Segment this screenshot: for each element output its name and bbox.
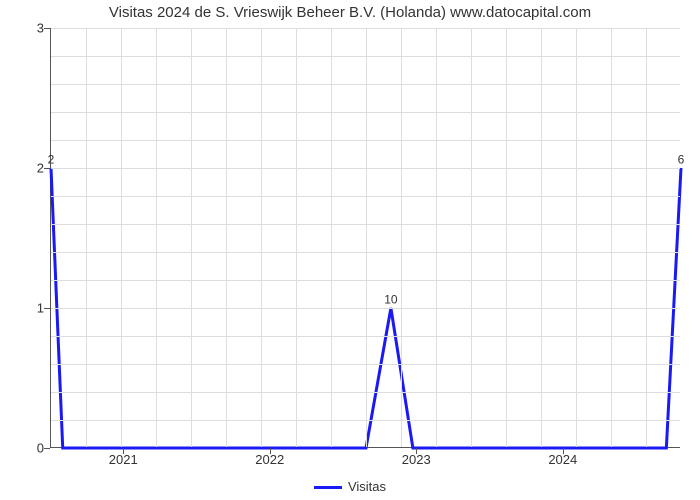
chart-container: Visitas 2024 de S. Vrieswijk Beheer B.V.… xyxy=(0,0,700,500)
grid-line-v xyxy=(156,28,157,447)
grid-line-v xyxy=(121,28,122,447)
legend: Visitas xyxy=(0,479,700,494)
y-tick xyxy=(44,168,50,169)
data-point-label: 10 xyxy=(384,293,397,307)
data-point-label: 2 xyxy=(48,153,55,167)
y-tick xyxy=(44,308,50,309)
grid-line-v xyxy=(436,28,437,447)
grid-line-v xyxy=(226,28,227,447)
y-tick-label: 0 xyxy=(4,441,44,456)
y-tick-label: 3 xyxy=(4,21,44,36)
plot-area: 2106 xyxy=(50,28,680,448)
x-tick-label: 2021 xyxy=(109,452,138,467)
y-tick xyxy=(44,28,50,29)
chart-title: Visitas 2024 de S. Vrieswijk Beheer B.V.… xyxy=(0,4,700,21)
legend-swatch xyxy=(314,486,342,489)
grid-line-v xyxy=(261,28,262,447)
x-tick-label: 2022 xyxy=(255,452,284,467)
y-tick-label: 2 xyxy=(4,161,44,176)
grid-line-v xyxy=(331,28,332,447)
x-tick-label: 2024 xyxy=(548,452,577,467)
grid-line-v xyxy=(296,28,297,447)
x-tick-label: 2023 xyxy=(402,452,431,467)
grid-line-v xyxy=(471,28,472,447)
grid-line-v xyxy=(366,28,367,447)
grid-line-v xyxy=(401,28,402,447)
grid-line-v xyxy=(506,28,507,447)
y-tick xyxy=(44,448,50,449)
legend-label: Visitas xyxy=(348,479,386,494)
grid-line-v xyxy=(541,28,542,447)
grid-line-v xyxy=(611,28,612,447)
grid-line-v xyxy=(576,28,577,447)
grid-line-v xyxy=(191,28,192,447)
data-point-label: 6 xyxy=(678,153,685,167)
y-tick-label: 1 xyxy=(4,301,44,316)
grid-line-v xyxy=(86,28,87,447)
grid-line-v xyxy=(646,28,647,447)
